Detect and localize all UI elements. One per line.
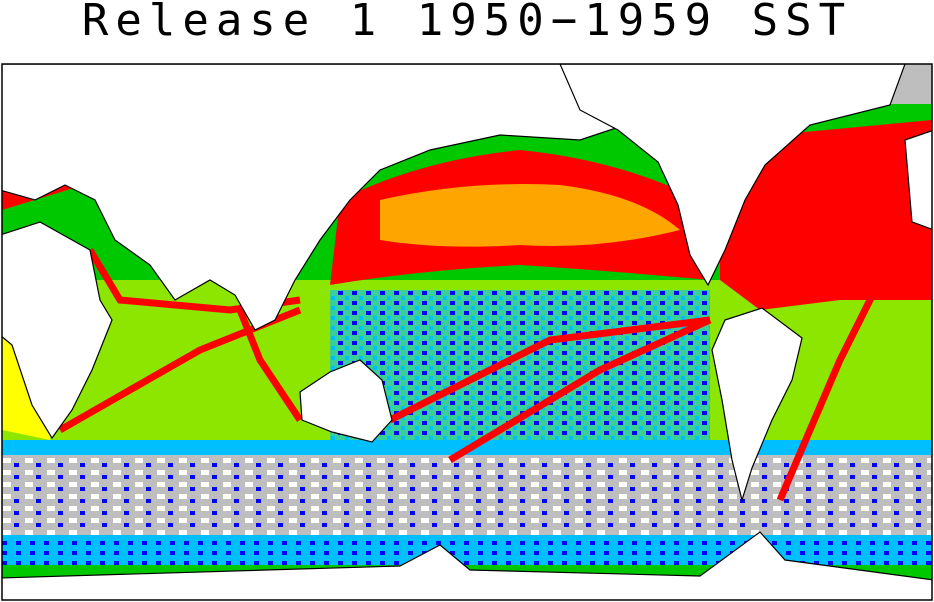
antarctica — [2, 531, 932, 600]
north-pacific-orange — [380, 184, 680, 247]
southern-ocean — [2, 455, 932, 535]
europe-edge — [904, 130, 932, 230]
shipping-lanes — [58, 186, 894, 502]
africa — [2, 221, 113, 440]
lane — [388, 316, 711, 424]
eurasia — [2, 64, 701, 331]
australia — [299, 359, 393, 443]
lane — [776, 258, 894, 502]
lane — [448, 316, 712, 464]
map-frame — [1, 63, 933, 601]
land — [2, 64, 932, 600]
map-title: Release 1 1950−1959 SST — [81, 0, 853, 46]
north-atlantic-red — [720, 120, 932, 310]
lane — [236, 308, 303, 422]
north-america — [559, 64, 906, 287]
south-america — [711, 307, 803, 503]
